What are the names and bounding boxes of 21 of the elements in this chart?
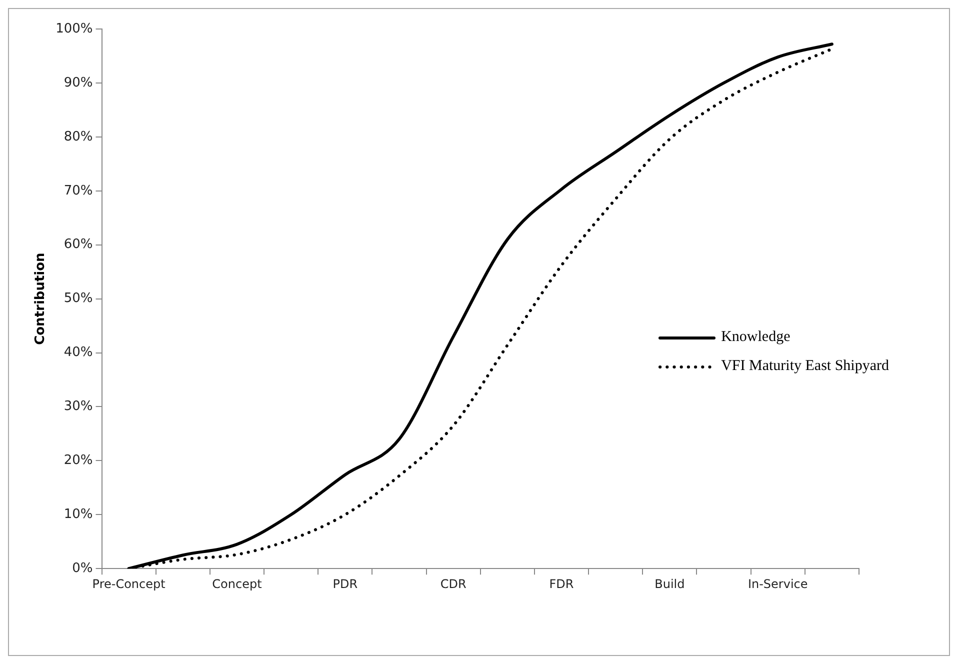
x-tick-label: Pre-Concept	[92, 576, 166, 591]
x-tick-label: Concept	[212, 576, 262, 591]
y-tick-label: 30%	[64, 399, 93, 414]
x-tick-label: FDR	[549, 576, 574, 591]
y-tick-label: 20%	[64, 453, 93, 468]
y-tick-label: 0%	[72, 560, 93, 576]
legend-label: VFI Maturity East Shipyard	[721, 358, 889, 375]
y-tick-label: 10%	[64, 507, 93, 522]
y-tick-label: 80%	[64, 129, 93, 144]
x-tick-label: PDR	[332, 576, 358, 591]
y-tick-label: 40%	[64, 345, 93, 360]
x-tick-label: In-Service	[748, 576, 808, 591]
y-axis-title: Contribution	[33, 252, 48, 345]
x-tick-label: Build	[654, 576, 685, 591]
y-tick-label: 50%	[64, 291, 93, 306]
y-tick-label: 90%	[64, 75, 93, 90]
legend-label: Knowledge	[721, 329, 790, 346]
y-tick-label: 70%	[64, 183, 93, 198]
x-tick-label: CDR	[440, 576, 466, 591]
y-tick-label: 60%	[64, 237, 93, 252]
y-tick-label: 100%	[56, 21, 93, 36]
